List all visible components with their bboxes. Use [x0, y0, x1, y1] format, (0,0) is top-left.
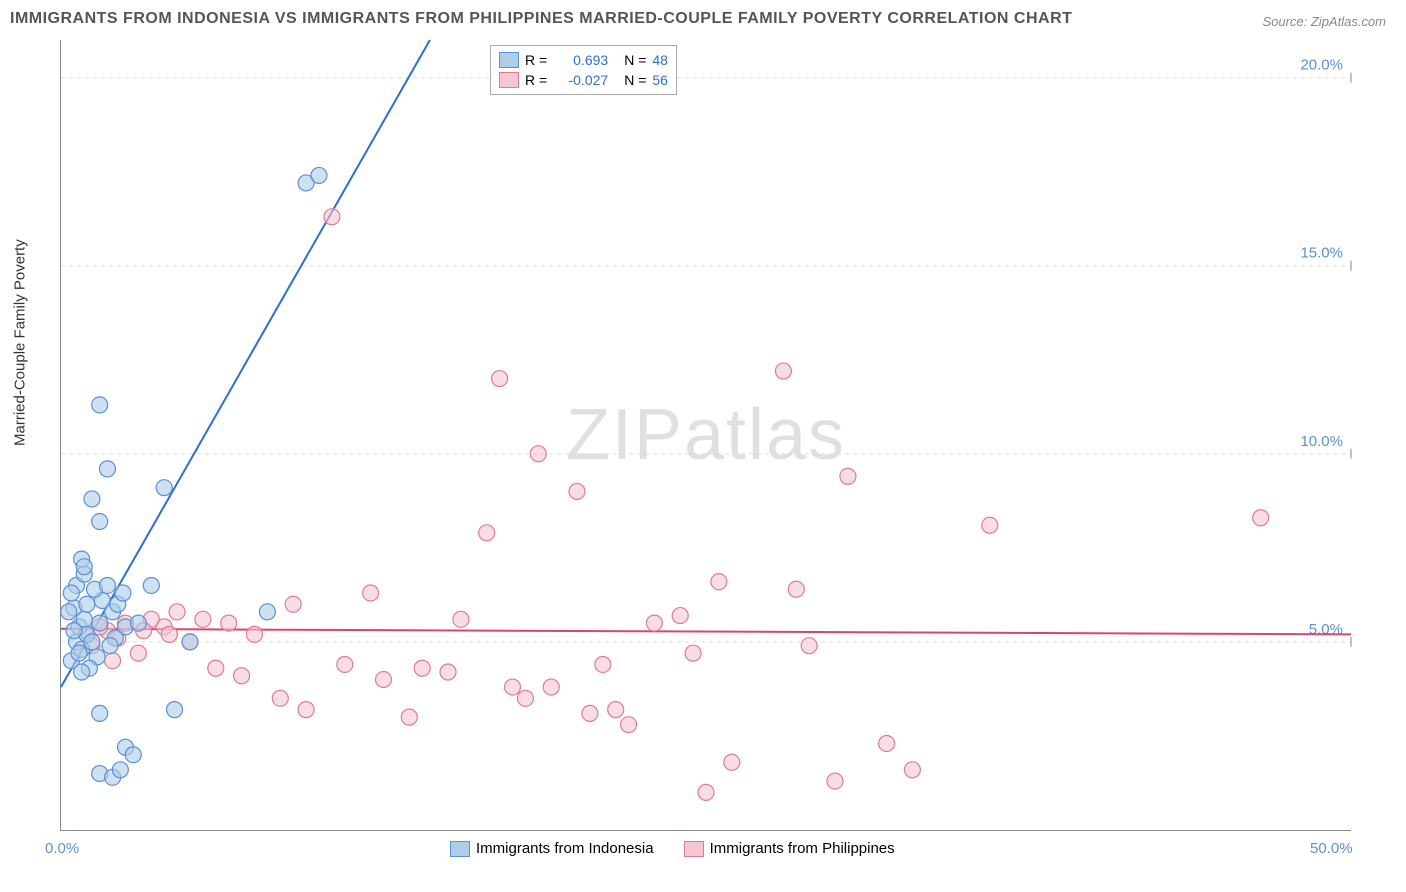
legend-label-indonesia: Immigrants from Indonesia: [476, 840, 654, 857]
swatch-philippines: [684, 841, 704, 857]
r-value-indonesia: 0.693: [553, 50, 608, 70]
legend-item-indonesia: Immigrants from Indonesia: [450, 840, 654, 857]
chart-container: IMMIGRANTS FROM INDONESIA VS IMMIGRANTS …: [10, 10, 1396, 882]
x-axis-min-label: 0.0%: [45, 840, 79, 857]
plot-area: ZIPatlas 5.0%10.0%15.0%20.0%: [60, 40, 1351, 831]
stats-row-philippines: R = -0.027 N = 56: [499, 70, 668, 90]
swatch-indonesia: [499, 52, 519, 68]
legend-item-philippines: Immigrants from Philippines: [684, 840, 895, 857]
source-label: Source: ZipAtlas.com: [1262, 14, 1386, 29]
r-label: R =: [525, 50, 547, 70]
x-axis-max-label: 50.0%: [1310, 840, 1353, 857]
y-axis-title: Married-Couple Family Poverty: [12, 239, 29, 446]
n-value-indonesia: 48: [652, 50, 668, 70]
svg-text:20.0%: 20.0%: [1300, 57, 1343, 74]
scatter-plot-svg: 5.0% 10.0% 15.0% 20.0%: [61, 40, 1351, 830]
n-value-philippines: 56: [652, 70, 668, 90]
swatch-indonesia: [450, 841, 470, 857]
svg-text:10.0%: 10.0%: [1300, 433, 1343, 450]
chart-title: IMMIGRANTS FROM INDONESIA VS IMMIGRANTS …: [10, 10, 1072, 28]
stats-legend: R = 0.693 N = 48 R = -0.027 N = 56: [490, 45, 677, 95]
r-label: R =: [525, 70, 547, 90]
svg-text:5.0%: 5.0%: [1309, 621, 1343, 638]
stats-row-indonesia: R = 0.693 N = 48: [499, 50, 668, 70]
n-label: N =: [624, 50, 646, 70]
bottom-legend: Immigrants from Indonesia Immigrants fro…: [450, 840, 895, 857]
legend-label-philippines: Immigrants from Philippines: [710, 840, 895, 857]
svg-text:15.0%: 15.0%: [1300, 245, 1343, 262]
n-label: N =: [624, 70, 646, 90]
swatch-philippines: [499, 72, 519, 88]
r-value-philippines: -0.027: [553, 70, 608, 90]
